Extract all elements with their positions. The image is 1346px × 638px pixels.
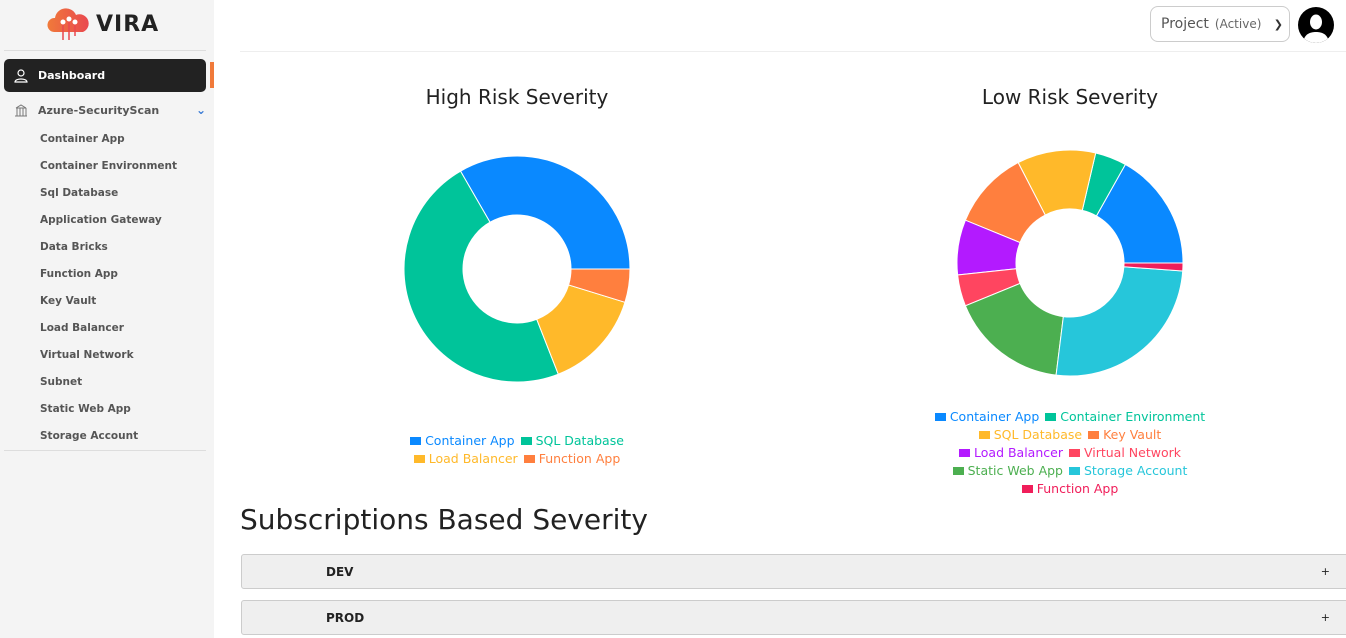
active-indicator [210,62,214,88]
legend-label: SQL Database [535,433,624,448]
sidebar-group-azure[interactable]: Azure-SecurityScan ⌄ [14,100,208,120]
legend-swatch [952,467,964,475]
low-risk-donut-chart [956,149,1184,377]
legend-swatch [410,437,422,445]
high-risk-donut-chart [403,155,631,383]
legend-item[interactable]: Function App [1021,480,1119,498]
sidebar-item-subnet[interactable]: Subnet [40,376,83,388]
sidebar-item-static-web-app[interactable]: Static Web App [40,403,131,415]
sidebar-item-sql-database[interactable]: Sql Database [40,187,119,199]
avatar[interactable] [1298,7,1334,43]
sidebar-item-key-vault[interactable]: Key Vault [40,295,97,307]
legend-label: Key Vault [1103,427,1162,442]
sidebar-item-dashboard[interactable]: Dashboard [4,59,206,92]
sidebar-item-label: Dashboard [38,69,106,82]
legend-label: Function App [538,451,621,466]
divider [4,50,206,51]
chart-title-high: High Risk Severity [425,85,609,109]
legend-item[interactable]: Function App [523,450,621,468]
logo[interactable]: VIRA [46,6,159,42]
legend-item[interactable]: SQL Database [978,426,1083,444]
accordion-dev[interactable]: DEV + [241,554,1346,589]
legend-item[interactable]: Container App [934,408,1040,426]
sidebar-item-load-balancer[interactable]: Load Balancer [40,322,124,334]
sidebar-item-container-environment[interactable]: Container Environment [40,160,178,172]
project-select[interactable]: Project (Active) ❯ [1150,6,1290,42]
brand-name: VIRA [96,11,160,37]
legend-item[interactable]: Static Web App [952,462,1063,480]
project-status: (Active) [1214,17,1262,31]
legend-item[interactable]: Load Balancer [413,450,518,468]
legend-item[interactable]: Virtual Network [1068,444,1181,462]
chart-title-low: Low Risk Severity [981,85,1159,109]
building-icon [15,103,27,116]
legend-label: Load Balancer [974,445,1063,460]
project-label: Project [1161,16,1209,32]
legend-swatch [959,449,971,457]
legend-label: Container App [425,433,515,448]
legend-swatch [1069,467,1080,475]
legend-label: Virtual Network [1083,445,1181,460]
section-title: Subscriptions Based Severity [240,503,648,536]
slice-storage-account[interactable] [1055,266,1184,377]
sidebar-item-virtual-network[interactable]: Virtual Network [40,349,134,361]
sidebar-item-storage-account[interactable]: Storage Account [40,430,139,442]
legend-swatch [1068,449,1080,457]
sidebar-item-application-gateway[interactable]: Application Gateway [40,214,162,226]
legend-item[interactable]: Storage Account [1069,462,1187,480]
high-risk-legend: Container App SQL Database Load Balancer Fu… [387,432,647,468]
expand-icon[interactable]: + [1320,611,1330,624]
legend-label: Container Environment [1060,409,1206,424]
slice-sql-database[interactable] [403,170,559,383]
chevron-down-icon[interactable]: ⌄ [195,103,206,117]
cloud-logo-icon [47,8,89,40]
chevron-down-icon: ❯ [1273,17,1283,31]
low-risk-legend: Container App Container Environment SQL Da… [925,408,1215,498]
legend-label: Static Web App [967,463,1063,478]
legend-item[interactable]: Container Environment [1045,408,1205,426]
legend-label: Load Balancer [428,451,518,466]
legend-swatch [1045,413,1057,421]
legend-item[interactable]: SQL Database [520,432,624,450]
user-avatar-icon [1303,14,1329,43]
sidebar-item-function-app[interactable]: Function App [40,268,118,280]
sidebar-item-container-app[interactable]: Container App [40,133,125,145]
legend-label: Function App [1036,481,1119,496]
sidebar-group-label: Azure-SecurityScan [38,103,160,117]
accordion-label: PROD [326,610,365,625]
legend-swatch [1021,485,1033,493]
divider [4,450,206,451]
legend-swatch [523,455,535,463]
header-divider [240,51,1346,52]
legend-item[interactable]: Container App [410,432,515,450]
legend-label: Container App [949,409,1040,424]
legend-item[interactable]: Load Balancer [959,444,1063,462]
expand-icon[interactable]: + [1320,565,1330,578]
slice-function-app[interactable] [1123,262,1184,272]
user-icon [14,68,28,83]
sidebar-item-data-bricks[interactable]: Data Bricks [40,241,108,253]
legend-swatch [934,413,946,421]
legend-swatch [978,431,990,439]
legend-label: Storage Account [1084,463,1188,478]
sidebar: VIRA Dashboard Azure-SecurityScan ⌄ Cont… [0,0,214,638]
slice-container-app[interactable] [459,155,631,270]
accordion-label: DEV [326,564,354,579]
legend-swatch [413,455,425,463]
legend-item[interactable]: Key Vault [1088,426,1161,444]
slice-function-app[interactable] [567,268,631,303]
legend-swatch [1088,431,1100,439]
legend-label: SQL Database [993,427,1083,442]
accordion-prod[interactable]: PROD + [241,600,1346,635]
legend-swatch [520,437,532,445]
